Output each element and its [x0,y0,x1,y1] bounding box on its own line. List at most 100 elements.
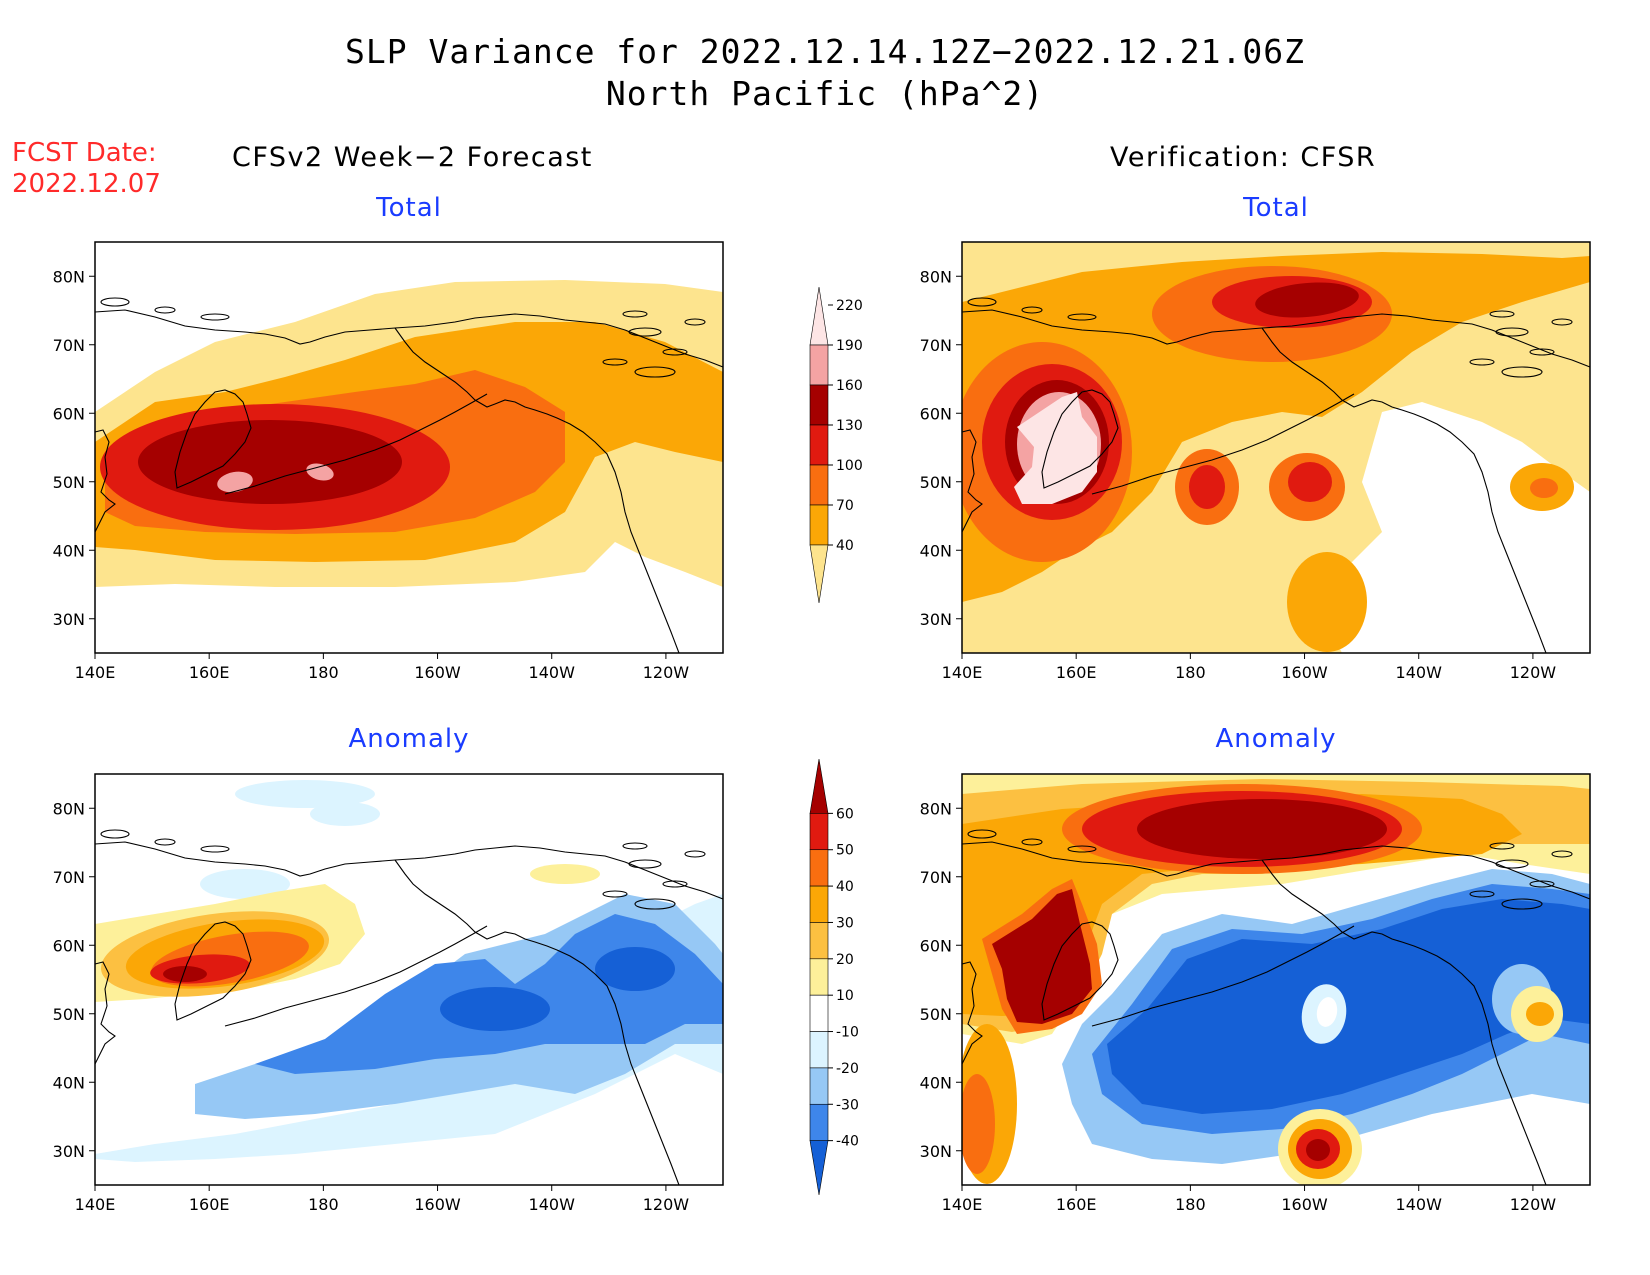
x-tick-label: 160E [189,1195,230,1214]
coastline-island [100,297,130,307]
coastline-island [602,890,628,898]
x-tick-label: 140E [75,663,116,682]
field-neg40 [595,947,675,991]
colorbar-segment [809,384,829,426]
field-220 [1014,392,1097,504]
coastline-island [1495,327,1529,337]
colorbar-segment [809,1140,829,1196]
x-tick-label: 160E [189,663,230,682]
coastline-asia [961,429,983,533]
coastline-island [1489,310,1515,318]
field-60 [1137,799,1387,859]
coastline-island [200,845,230,853]
field-70 [962,252,1590,602]
x-tick-label: 140E [942,1195,983,1214]
colorbar-segment [809,994,829,1032]
column-title-verification: Verification: CFSR [1110,142,1377,173]
map-frame [961,241,1591,654]
colorbar-total: 40 70 100 130 160 190 220 [800,285,880,615]
y-tick-label: 50N [53,473,85,492]
colorbar-label: 190 [836,338,863,354]
map-panel-verification-anomaly: 140E 160E 180 160W 140W 120W 80N 70N 60N 50N 40N 30… [920,773,1591,1214]
field-160 [138,420,402,504]
x-tick-label: 180 [1175,663,1206,682]
coastline-island [1529,348,1555,356]
coastline-island [967,829,997,839]
colorbar-segment [809,1103,829,1141]
colorbar-segment [809,813,829,851]
x-tick-label: 120W [1510,1195,1557,1214]
coastline-north-america [394,327,680,654]
coastline-island [1489,842,1515,850]
colorbar-segment [809,1067,829,1105]
field-below-40 [1322,402,1590,653]
coastline-island [662,348,688,356]
x-tick-label: 160W [414,1195,461,1214]
colorbar-anomaly: -40 -30 -20 -10 10 20 30 40 50 60 [800,757,880,1207]
field-100 [1530,478,1558,498]
x-tick-label: 140W [529,663,576,682]
colorbar-label: 40 [836,538,854,554]
coastline-island [662,880,688,888]
x-tick-label: 140E [75,1195,116,1214]
y-tick-label: 40N [53,1073,85,1092]
x-tick-label: 180 [308,663,339,682]
coastline-aleutians [1091,393,1355,495]
colorbar-label: 10 [836,988,854,1004]
colorbar-label: 220 [836,298,863,314]
colorbar-label: 100 [836,458,863,474]
y-tick-label: 30N [920,1142,952,1161]
coastline-island [1067,845,1097,853]
field-130 [1189,465,1225,509]
field-70 [1287,552,1367,652]
coastline-kamchatka [1041,389,1119,489]
x-tick-label: 160W [414,663,461,682]
field-130 [1288,462,1332,502]
fcst-date-label: FCST Date: [12,138,157,168]
coastline-island [1551,318,1573,326]
field-190 [217,471,253,493]
coastline-kamchatka [1041,921,1119,1021]
x-tick-label: 120W [1510,663,1557,682]
colorbar-label: -30 [836,1097,859,1113]
coastline-island [684,318,706,326]
x-tick-label: 140E [942,663,983,682]
x-tick-label: 160E [1056,663,1097,682]
coastline-island [634,898,676,910]
map-frame [94,241,724,654]
colorbar-segment [809,544,829,604]
colorbar-segment [809,885,829,923]
coastline-island [1021,306,1043,314]
panel-title-forecast-anomaly: Anomaly [348,724,470,754]
column-title-forecast: CFSv2 Week−2 Forecast [232,142,593,173]
y-tick-label: 80N [53,799,85,818]
coastline-island [628,327,662,337]
coastline [961,829,1591,1186]
colorbar-segment [809,958,829,996]
coastline-island [684,850,706,858]
field-60 [1306,1139,1330,1161]
colorbar-label: 60 [836,806,854,822]
colorbar-label: 130 [836,418,863,434]
coastline-island [1501,898,1543,910]
colorbar-label: 40 [836,879,854,895]
field-neg10 [200,869,290,899]
colorbar-segment [809,286,829,346]
y-tick-label: 40N [920,1073,952,1092]
colorbar-label: 160 [836,378,863,394]
coastline-asia [94,429,116,533]
x-tick-label: 160W [1281,1195,1328,1214]
coastline-island [602,358,628,366]
colorbar-segment [809,849,829,887]
field-30 [1526,1002,1554,1026]
coastline-island [622,310,648,318]
colorbar-label: 30 [836,915,854,931]
map-panel-verification-total: 140E 160E 180 160W 140W 120W 80N 70N 60N 50N 40N 30… [920,241,1591,682]
coastline-arctic [961,841,1591,900]
main-title: SLP Variance for 2022.12.14.12Z−2022.12.… [345,32,1305,71]
field-neg10 [310,802,380,826]
y-tick-label: 30N [53,1142,85,1161]
coastline-island [1021,838,1043,846]
y-tick-label: 70N [53,336,85,355]
panel-title-verification-total: Total [1243,193,1309,223]
